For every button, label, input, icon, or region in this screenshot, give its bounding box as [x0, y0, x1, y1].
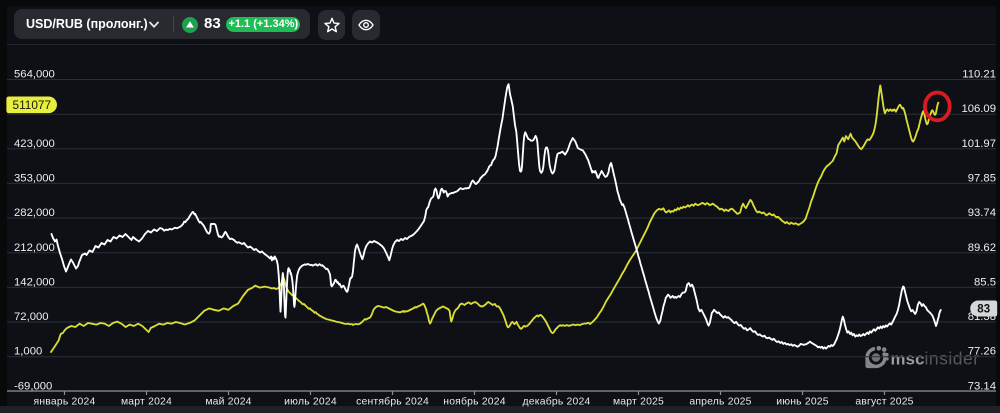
svg-text:72,000: 72,000 — [14, 311, 49, 323]
svg-text:83: 83 — [977, 303, 990, 315]
svg-text:89.62: 89.62 — [968, 242, 996, 254]
svg-text:101.97: 101.97 — [961, 138, 996, 150]
svg-text:110.21: 110.21 — [962, 69, 996, 81]
svg-text:564,000: 564,000 — [14, 69, 55, 81]
svg-text:282,000: 282,000 — [14, 207, 55, 219]
svg-text:июнь 2025: июнь 2025 — [776, 397, 829, 408]
svg-text:январь 2024: январь 2024 — [34, 397, 96, 408]
svg-text:142,000: 142,000 — [14, 276, 55, 288]
svg-text:май 2024: май 2024 — [205, 397, 251, 408]
svg-text:1,000: 1,000 — [14, 346, 42, 358]
svg-text:97.85: 97.85 — [968, 172, 996, 184]
svg-text:-69,000: -69,000 — [14, 380, 52, 392]
svg-text:77.26: 77.26 — [968, 346, 996, 358]
svg-text:август 2025: август 2025 — [855, 397, 913, 408]
svg-text:msc: msc — [891, 350, 925, 369]
svg-text:423,000: 423,000 — [14, 138, 55, 150]
svg-text:511077: 511077 — [13, 98, 52, 112]
svg-text:ноябрь 2024: ноябрь 2024 — [443, 396, 506, 408]
svg-text:85.5: 85.5 — [974, 276, 996, 288]
svg-text:93.74: 93.74 — [968, 207, 996, 219]
svg-text:106.09: 106.09 — [961, 103, 996, 115]
svg-text:212,000: 212,000 — [14, 242, 55, 254]
svg-text:март 2024: март 2024 — [121, 397, 172, 408]
svg-text:сентябрь 2024: сентябрь 2024 — [356, 396, 429, 408]
svg-text:апрель 2025: апрель 2025 — [689, 397, 751, 408]
svg-text:insider: insider — [925, 349, 980, 369]
svg-text:73.14: 73.14 — [968, 380, 996, 392]
svg-text:декабрь 2024: декабрь 2024 — [523, 396, 591, 408]
svg-text:июль 2024: июль 2024 — [284, 397, 337, 408]
svg-text:353,000: 353,000 — [14, 172, 55, 184]
svg-text:март 2025: март 2025 — [613, 397, 664, 408]
